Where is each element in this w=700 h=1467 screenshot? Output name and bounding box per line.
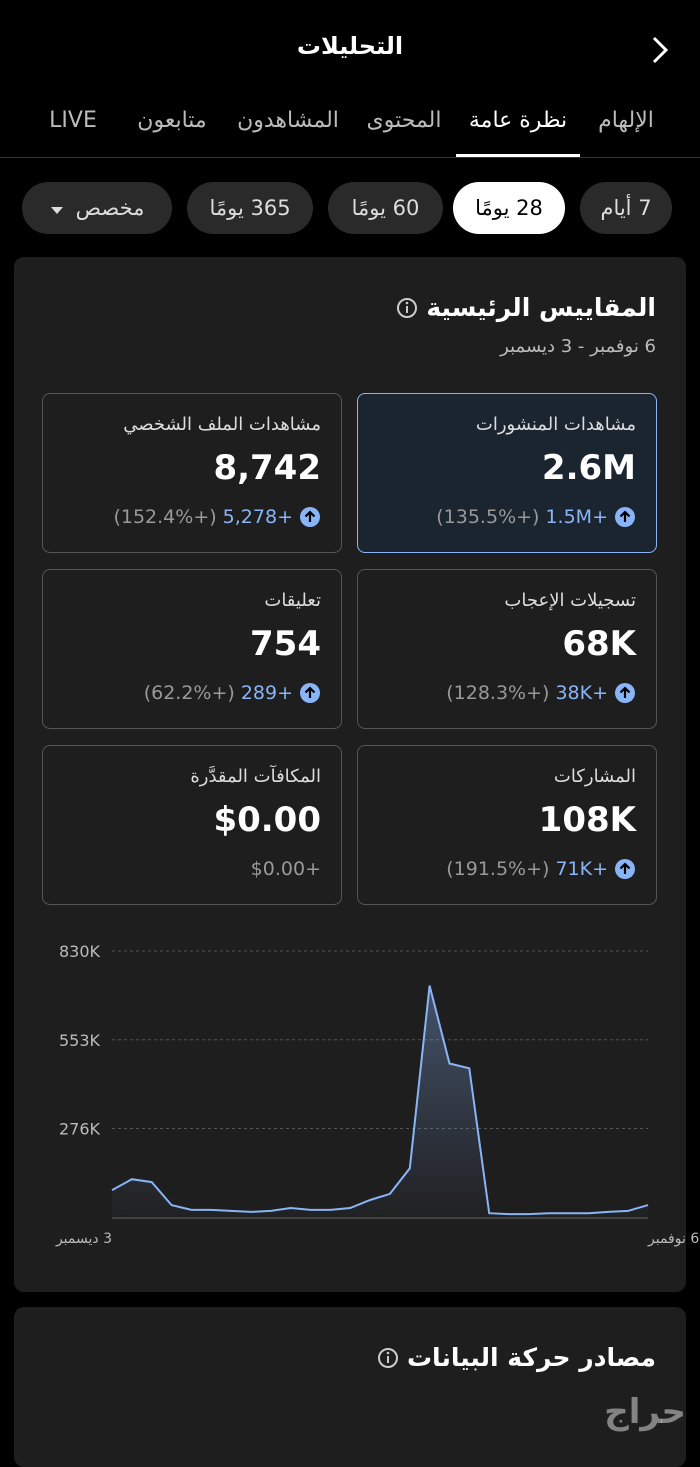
section-title: مصادر حركة البيانات	[406, 1343, 656, 1372]
up-arrow-icon	[614, 682, 636, 704]
metric-value: 68K	[562, 624, 636, 664]
metric-change: +71K (+191.5%)	[446, 858, 636, 880]
dropdown-caret	[50, 196, 76, 220]
tab-indicator	[456, 154, 580, 157]
back-button[interactable]	[640, 30, 680, 70]
up-arrow-icon	[614, 858, 636, 880]
tab[interactable]: LIVE	[49, 108, 97, 133]
range-label: مخصص	[75, 196, 145, 220]
metric-label: مشاهدات الملف الشخصي	[123, 414, 321, 435]
metric-tile[interactable]: المشاركات 108K +71K (+191.5%)	[357, 745, 657, 905]
page-title: التحليلات	[296, 32, 404, 60]
change-amount: +1.5M	[545, 506, 608, 528]
range-pill[interactable]: 7 أيام	[580, 182, 672, 234]
change-percent: (+128.3%)	[446, 682, 550, 704]
metric-change: +38K (+128.3%)	[446, 682, 636, 704]
change-amount: +$0.00	[250, 858, 321, 880]
date-range: 6 نوفمبر - 3 ديسمبر	[500, 336, 656, 357]
change-percent: (+135.5%)	[436, 506, 540, 528]
section-title: المقاييس الرئيسية	[426, 293, 656, 322]
range-pill[interactable]: مخصص	[22, 182, 172, 234]
change-amount: +289	[240, 682, 293, 704]
range-label: 7 أيام	[600, 196, 652, 220]
up-arrow-icon	[299, 682, 321, 704]
change-amount: +5,278	[222, 506, 293, 528]
metric-tile[interactable]: تعليقات 754 +289 (+62.2%)	[42, 569, 342, 729]
range-label: 60 يومًا	[351, 196, 420, 220]
metric-value: $0.00	[213, 800, 321, 840]
metric-label: المشاركات	[553, 766, 636, 787]
metric-value: 2.6M	[541, 448, 636, 488]
change-percent: (+191.5%)	[446, 858, 550, 880]
metric-label: مشاهدات المنشورات	[475, 414, 636, 435]
info-icon[interactable]	[396, 297, 418, 319]
change-percent: (+152.4%)	[113, 506, 217, 528]
key-metrics-header: المقاييس الرئيسية	[396, 293, 656, 322]
metric-value: 108K	[538, 800, 636, 840]
tab[interactable]: الإلهام	[598, 108, 654, 133]
metric-change: +1.5M (+135.5%)	[436, 506, 636, 528]
range-pill[interactable]: 365 يومًا	[187, 182, 313, 234]
up-arrow-icon	[299, 506, 321, 528]
range-label: 365 يومًا	[209, 196, 291, 220]
tab[interactable]: نظرة عامة	[468, 108, 568, 133]
metric-label: تسجيلات الإعجاب	[504, 590, 636, 611]
watermark: حراج	[604, 1392, 686, 1432]
metric-tile[interactable]: مشاهدات الملف الشخصي 8,742 +5,278 (+152.4%)	[42, 393, 342, 553]
divider	[0, 157, 700, 158]
tab[interactable]: متابعون	[137, 108, 207, 133]
up-arrow-icon	[614, 506, 636, 528]
range-pill[interactable]: 60 يومًا	[328, 182, 443, 234]
range-label: 28 يومًا	[475, 196, 543, 220]
metric-value: 8,742	[213, 448, 321, 488]
info-icon[interactable]	[377, 1347, 399, 1369]
metric-tile[interactable]: المكافآت المقدَّرة $0.00 +$0.00	[42, 745, 342, 905]
traffic-card	[14, 1307, 686, 1467]
metric-value: 754	[250, 624, 321, 664]
tab[interactable]: المحتوى	[366, 108, 442, 133]
change-percent: (+62.2%)	[143, 682, 235, 704]
tab[interactable]: المشاهدون	[237, 108, 339, 133]
metric-label: تعليقات	[264, 590, 321, 611]
change-amount: +38K	[555, 682, 608, 704]
metric-tile[interactable]: تسجيلات الإعجاب 68K +38K (+128.3%)	[357, 569, 657, 729]
metric-tile[interactable]: مشاهدات المنشورات 2.6M +1.5M (+135.5%)	[357, 393, 657, 553]
range-pill[interactable]: 28 يومًا	[453, 182, 565, 234]
metric-change: +$0.00	[251, 858, 321, 880]
traffic-header: مصادر حركة البيانات	[377, 1343, 656, 1372]
metric-change: +5,278 (+152.4%)	[113, 506, 321, 528]
metric-change: +289 (+62.2%)	[144, 682, 321, 704]
change-amount: +71K	[555, 858, 608, 880]
metric-label: المكافآت المقدَّرة	[190, 766, 321, 787]
